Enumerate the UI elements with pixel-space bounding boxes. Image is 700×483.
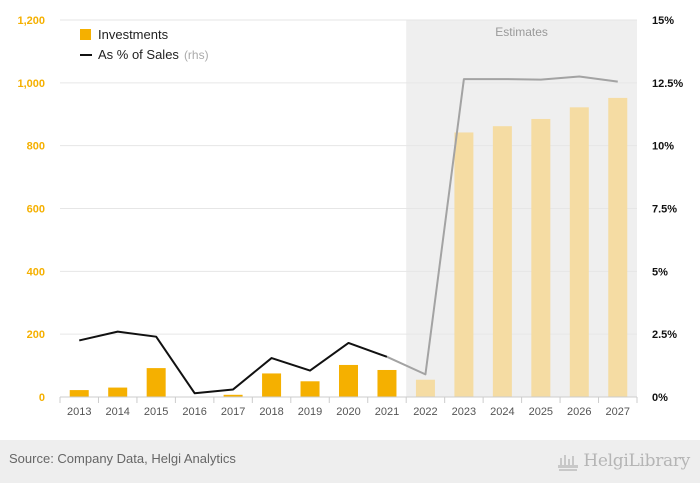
right-tick-label: 12.5% [652, 78, 683, 90]
x-tick-label: 2018 [259, 406, 283, 418]
bar-investments [223, 394, 243, 397]
x-tick-label: 2019 [298, 406, 322, 418]
left-tick-label: 1,000 [17, 78, 45, 90]
left-tick-label: 400 [27, 266, 45, 278]
right-tick-label: 15% [652, 15, 674, 27]
legend-swatch-investments [80, 29, 91, 40]
left-tick-label: 800 [27, 141, 45, 153]
logo-text: HelgiLibrary [583, 451, 690, 471]
legend-label-pct-of-sales: As % of Sales [98, 47, 179, 62]
x-tick-label: 2020 [336, 406, 360, 418]
bar-investments [569, 107, 589, 398]
bar-investments [262, 373, 282, 397]
footer: Source: Company Data, Helgi Analytics He… [0, 440, 700, 483]
bar-investments [415, 379, 435, 397]
x-tick-label: 2021 [375, 406, 399, 418]
bar-investments [146, 368, 166, 397]
source-text: Source: Company Data, Helgi Analytics [9, 451, 236, 466]
bar-investments [454, 132, 474, 397]
x-tick-label: 2025 [529, 406, 553, 418]
bar-investments [339, 364, 358, 397]
left-tick-label: 1,200 [17, 15, 45, 27]
x-tick-label: 2013 [67, 406, 91, 418]
left-tick-label: 200 [27, 329, 45, 341]
bar-investments [69, 390, 89, 397]
x-tick-label: 2015 [144, 406, 168, 418]
line-pct-of-sales-estimate [386, 75, 618, 376]
helgi-library-logo[interactable]: HelgiLibrary [557, 446, 690, 476]
right-tick-label: 10% [652, 141, 674, 153]
x-tick-label: 2023 [452, 406, 476, 418]
x-tick-label: 2022 [413, 406, 437, 418]
right-tick-label: 2.5% [652, 329, 677, 341]
estimates-label: Estimates [495, 25, 548, 39]
bar-investments [608, 97, 628, 397]
legend-label-investments: Investments [98, 27, 169, 42]
x-tick-label: 2027 [606, 406, 630, 418]
line-pct-of-sales [79, 330, 388, 395]
x-tick-label: 2024 [490, 406, 514, 418]
right-tick-label: 0% [652, 392, 668, 404]
legend-suffix-rhs: (rhs) [184, 48, 209, 62]
bar-investments [377, 369, 397, 397]
right-tick-label: 7.5% [652, 204, 677, 216]
bar-investments [531, 118, 551, 398]
x-tick-label: 2016 [182, 406, 206, 418]
x-tick-label: 2026 [567, 406, 591, 418]
chart-svg: Estimates 2013 2014 2015 2016 2017 2018 2019 202… [17, 15, 683, 418]
x-tick-label: 2017 [221, 406, 245, 418]
helgi-library-logo-icon [558, 455, 579, 471]
bar-investments [300, 381, 320, 397]
left-tick-label: 0 [39, 392, 45, 404]
right-tick-label: 5% [652, 266, 668, 278]
left-tick-label: 600 [27, 204, 45, 216]
x-tick-label: 2014 [105, 406, 129, 418]
bar-investments [492, 126, 512, 398]
bar-investments [108, 387, 128, 397]
